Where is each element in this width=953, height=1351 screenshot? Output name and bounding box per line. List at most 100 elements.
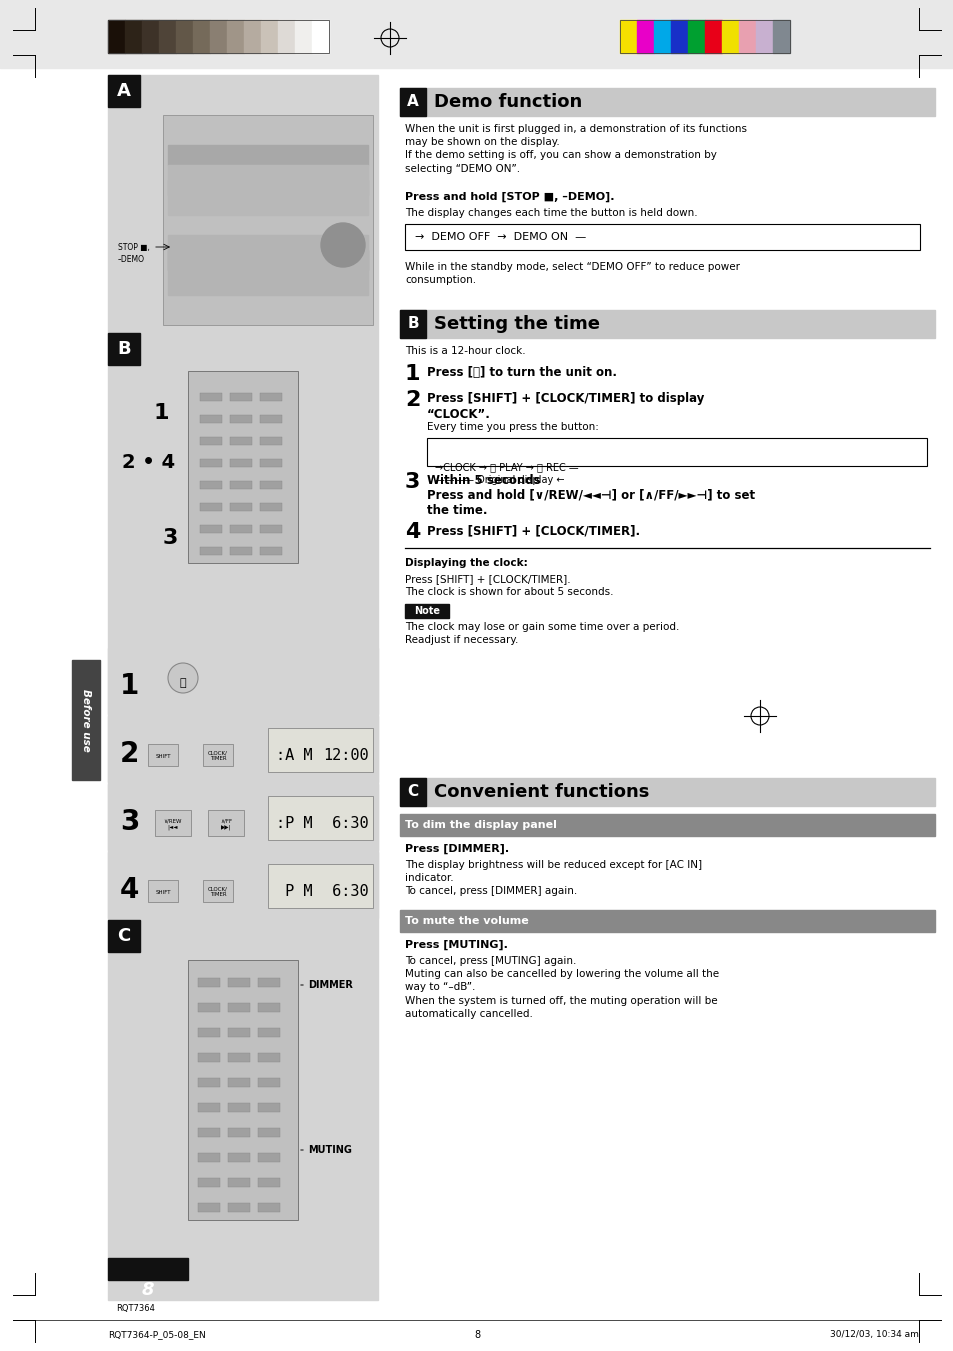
Bar — [257, 1178, 280, 1188]
Bar — [260, 503, 282, 511]
Text: :P M: :P M — [275, 816, 313, 831]
Bar — [260, 547, 282, 555]
Bar — [260, 415, 282, 423]
Text: ———— Original display ←: ———— Original display ← — [435, 476, 564, 485]
Bar — [168, 250, 368, 270]
Bar — [399, 778, 426, 807]
Text: 8: 8 — [474, 1329, 479, 1340]
Text: 2 • 4: 2 • 4 — [122, 453, 175, 471]
Bar — [198, 1102, 220, 1112]
Text: RQT7364: RQT7364 — [116, 1304, 154, 1313]
Text: Press [DIMMER].: Press [DIMMER]. — [405, 844, 509, 854]
Text: To dim the display panel: To dim the display panel — [405, 820, 557, 830]
Bar — [230, 415, 252, 423]
Text: Demo function: Demo function — [434, 93, 581, 111]
Text: STOP ■,: STOP ■, — [118, 243, 150, 253]
Bar — [108, 20, 329, 53]
Text: Press and hold [STOP ■, –DEMO].: Press and hold [STOP ■, –DEMO]. — [405, 192, 614, 203]
Text: Every time you press the button:: Every time you press the button: — [427, 422, 598, 432]
Bar — [260, 459, 282, 467]
Bar — [159, 20, 175, 53]
Bar — [755, 20, 772, 53]
Text: ∨/REW
|◄◄: ∨/REW |◄◄ — [164, 819, 182, 830]
Bar — [200, 415, 222, 423]
Bar — [399, 309, 426, 338]
Bar — [175, 20, 193, 53]
Bar — [260, 481, 282, 489]
Bar — [228, 1002, 250, 1012]
Text: Within 5 seconds: Within 5 seconds — [427, 474, 540, 486]
Text: A: A — [117, 82, 131, 100]
Bar — [670, 20, 687, 53]
Text: The clock may lose or gain some time over a period.
Readjust if necessary.: The clock may lose or gain some time ove… — [405, 621, 679, 646]
Circle shape — [168, 663, 198, 693]
Text: The display brightness will be reduced except for [AC IN]
indicator.
To cancel, : The display brightness will be reduced e… — [405, 861, 701, 897]
Bar — [208, 811, 244, 836]
Bar — [637, 20, 654, 53]
Bar — [108, 332, 140, 365]
Bar — [257, 1078, 280, 1088]
Text: Press [SHIFT] + [CLOCK/TIMER] to display
“CLOCK”.: Press [SHIFT] + [CLOCK/TIMER] to display… — [427, 392, 703, 422]
Bar — [257, 1128, 280, 1138]
Text: →  DEMO OFF  →  DEMO ON  —: → DEMO OFF → DEMO ON — — [415, 232, 586, 242]
Text: 3: 3 — [163, 528, 178, 549]
Bar — [230, 481, 252, 489]
Bar — [257, 1202, 280, 1212]
Text: 12:00: 12:00 — [323, 747, 368, 762]
Text: 6:30: 6:30 — [323, 816, 368, 831]
Text: Setting the time: Setting the time — [434, 315, 599, 332]
Bar — [200, 459, 222, 467]
Text: :A M: :A M — [275, 747, 313, 762]
Bar — [228, 1128, 250, 1138]
Text: 1: 1 — [120, 671, 139, 700]
Text: 4: 4 — [120, 875, 139, 904]
Text: –DEMO: –DEMO — [118, 255, 145, 263]
Bar — [312, 20, 329, 53]
Text: Press [⏻] to turn the unit on.: Press [⏻] to turn the unit on. — [427, 366, 617, 380]
Bar — [168, 165, 368, 215]
Text: This is a 12-hour clock.: This is a 12-hour clock. — [405, 346, 525, 357]
Text: Displaying the clock:: Displaying the clock: — [405, 558, 527, 567]
Bar — [200, 481, 222, 489]
Text: 3: 3 — [405, 471, 420, 492]
Bar — [108, 784, 377, 850]
Bar — [148, 744, 178, 766]
Text: Press [MUTING].: Press [MUTING]. — [405, 940, 507, 950]
Bar — [108, 76, 140, 107]
Bar — [619, 20, 789, 53]
Text: B: B — [407, 316, 418, 331]
Bar — [228, 1152, 250, 1162]
Bar — [230, 393, 252, 401]
Text: To cancel, press [MUTING] again.
Muting can also be cancelled by lowering the vo: To cancel, press [MUTING] again. Muting … — [405, 957, 719, 1019]
Text: 2: 2 — [405, 390, 420, 409]
Bar — [294, 20, 312, 53]
Bar — [228, 978, 250, 988]
Text: To mute the volume: To mute the volume — [405, 916, 528, 925]
Bar — [399, 778, 934, 807]
Bar — [687, 20, 704, 53]
Bar — [108, 648, 377, 713]
Text: 3: 3 — [120, 808, 139, 836]
Bar — [268, 728, 373, 771]
Bar — [405, 224, 919, 250]
Bar — [200, 436, 222, 444]
Bar — [108, 76, 377, 1300]
Bar — [654, 20, 670, 53]
Text: Note: Note — [414, 607, 439, 616]
Bar — [228, 1078, 250, 1088]
Bar — [168, 145, 368, 165]
Bar — [619, 20, 637, 53]
Bar — [230, 526, 252, 534]
Bar — [198, 1178, 220, 1188]
Bar — [261, 20, 277, 53]
Bar — [277, 20, 294, 53]
Bar — [168, 180, 368, 195]
Bar — [198, 1028, 220, 1038]
Bar — [260, 526, 282, 534]
Bar — [260, 436, 282, 444]
Bar — [108, 852, 377, 917]
Bar — [154, 811, 191, 836]
Bar — [260, 393, 282, 401]
Bar — [188, 961, 297, 1220]
Bar — [257, 1028, 280, 1038]
